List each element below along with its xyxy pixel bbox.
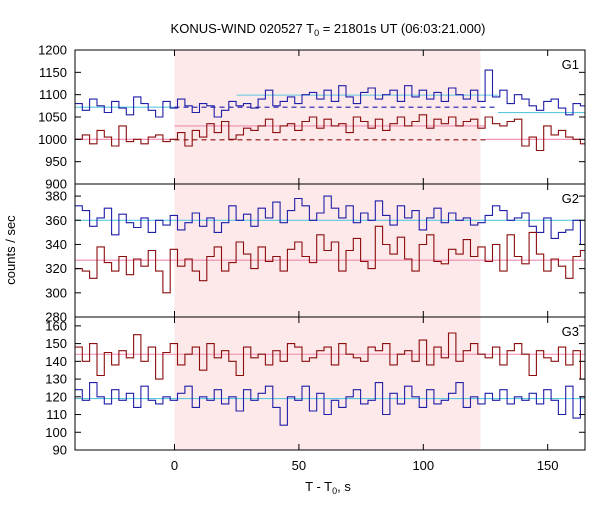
y-tick-label: 380 (45, 189, 67, 204)
y-tick-label: 160 (45, 318, 67, 333)
x-tick-label: 0 (171, 458, 178, 473)
y-tick-label: 280 (45, 310, 67, 325)
y-axis-label: counts / sec (3, 215, 18, 285)
series-step-g1-1 (75, 114, 585, 152)
y-tick-label: 1200 (38, 43, 67, 58)
chart-title: KONUS-WIND 020527 T0 = 21801s UT (06:03:… (171, 21, 486, 38)
y-tick-label: 950 (45, 154, 67, 169)
panel-label-g3: G3 (562, 324, 579, 339)
x-tick-label: 50 (292, 458, 306, 473)
series-step-g3-1 (75, 382, 585, 426)
y-tick-label: 1150 (39, 65, 67, 80)
panel-label-g2: G2 (562, 191, 579, 206)
x-tick-label: 150 (537, 458, 559, 473)
panel-g2-data (75, 195, 585, 294)
series-step-g2-0 (75, 195, 585, 246)
x-tick-label: 100 (412, 458, 434, 473)
panel-frame-g3 (74, 316, 586, 451)
x-axis-label: T - T0, s (305, 479, 351, 496)
y-tick-label: 1050 (38, 110, 67, 125)
y-tick-label: 1100 (39, 87, 67, 102)
y-tick-label: 340 (45, 237, 67, 252)
y-tick-label: 140 (45, 354, 67, 369)
y-tick-label: 1000 (38, 132, 67, 147)
panel-g3-data (75, 332, 585, 426)
y-tick-label: 110 (46, 407, 67, 422)
y-tick-label: 130 (45, 372, 67, 387)
panel-label-g1: G1 (562, 57, 579, 72)
series-step-g1-0 (75, 69, 585, 118)
y-tick-label: 320 (45, 261, 67, 276)
y-tick-label: 120 (45, 389, 67, 404)
y-tick-label: 90 (53, 443, 67, 458)
y-tick-label: 300 (45, 285, 67, 300)
y-tick-label: 900 (45, 177, 67, 192)
panel-g1-data (75, 69, 585, 152)
y-tick-label: 100 (45, 425, 67, 440)
series-step-g3-0 (75, 332, 585, 380)
series-step-g2-1 (75, 225, 585, 294)
y-tick-label: 360 (45, 213, 67, 228)
y-tick-label: 150 (45, 336, 67, 351)
